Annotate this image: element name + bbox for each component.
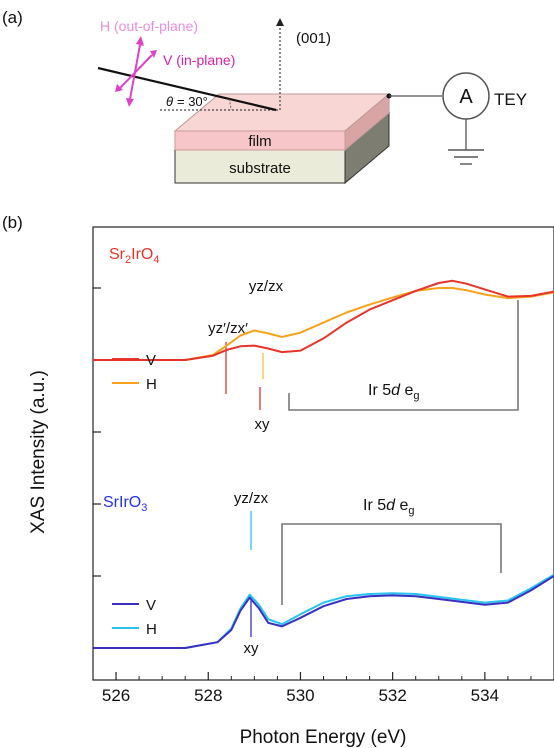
panel-a-label: (a) [2, 8, 23, 27]
series-line-sr113-h [93, 573, 554, 649]
x-tick-label: 530 [286, 686, 314, 705]
x-tick-label: 526 [102, 686, 130, 705]
sr214-legend-v-label: V [146, 352, 156, 369]
polarization-arrows [115, 36, 157, 107]
theta-value: = 30° [177, 94, 208, 109]
series-layer [93, 279, 554, 649]
sr214-annotations: yz/zx yz′/zx′ xy Ir 5d eg [208, 278, 519, 433]
xray-beam [97, 66, 277, 112]
axis-001-label: (001) [296, 30, 331, 47]
sr214-yzzx-label: yz/zx [249, 278, 284, 295]
sr113-legend-v-label: V [146, 597, 156, 614]
h-polarization-label: H (out-of-plane) [100, 18, 198, 34]
sr113-eg-bracket [281, 523, 502, 605]
y-ticks [93, 287, 101, 649]
sr113-legend-h-label: H [146, 621, 157, 638]
sr113-legend: V H [112, 597, 157, 638]
x-tick-label: 534 [471, 686, 499, 705]
v-polarization-arrow [119, 54, 153, 89]
sr214-legend: V H [112, 352, 157, 393]
y-axis-label: XAS Intensity (a.u.) [28, 370, 49, 534]
x-axis-label: Photon Energy (eV) [240, 727, 407, 748]
v-polarization-label: V (in-plane) [163, 52, 235, 68]
series-line-sr214-v [93, 279, 554, 361]
film-block: film [173, 92, 391, 152]
x-tick-label: 532 [378, 686, 406, 705]
sr113-eg-label: Ir 5d eg [363, 497, 415, 517]
ammeter-symbol: A [459, 86, 473, 108]
x-tick-label: 528 [194, 686, 222, 705]
panel-a: (a) substrate film (001) θ = 30° [2, 8, 527, 185]
sr214-xy-label: xy [255, 416, 271, 433]
sr214-eg-bracket [288, 300, 519, 411]
film-label: film [248, 133, 271, 150]
substrate-label: substrate [229, 160, 291, 177]
sr113-xy-label: xy [244, 640, 260, 657]
tey-circuit: A TEY [386, 72, 527, 165]
series-line-sr113-v [93, 575, 554, 649]
series-line-sr214-h [93, 287, 554, 361]
panel-b: (b) 526 528 530 532 534 XAS Intensity (a.u.)… [2, 213, 554, 748]
sr113-yzzx-label: yz/zx [234, 490, 269, 507]
panel-b-label: (b) [2, 213, 23, 232]
theta-arc [228, 98, 232, 111]
sr214-legend-h-label: H [146, 376, 157, 393]
tey-label: TEY [494, 90, 527, 109]
theta-symbol: θ [166, 94, 173, 109]
sr214-title: Sr2IrO4 [109, 246, 159, 266]
sr214-yzzx-prime-label: yz′/zx′ [208, 320, 248, 337]
x-ticks: 526 528 530 532 534 [102, 672, 532, 705]
sr113-title: SrIrO3 [103, 494, 147, 514]
sr214-eg-label: Ir 5d eg [368, 382, 420, 402]
ground-icon [448, 149, 484, 165]
axis-001-arrowhead [276, 18, 284, 26]
sr113-annotations: yz/zx xy Ir 5d eg [234, 490, 502, 657]
